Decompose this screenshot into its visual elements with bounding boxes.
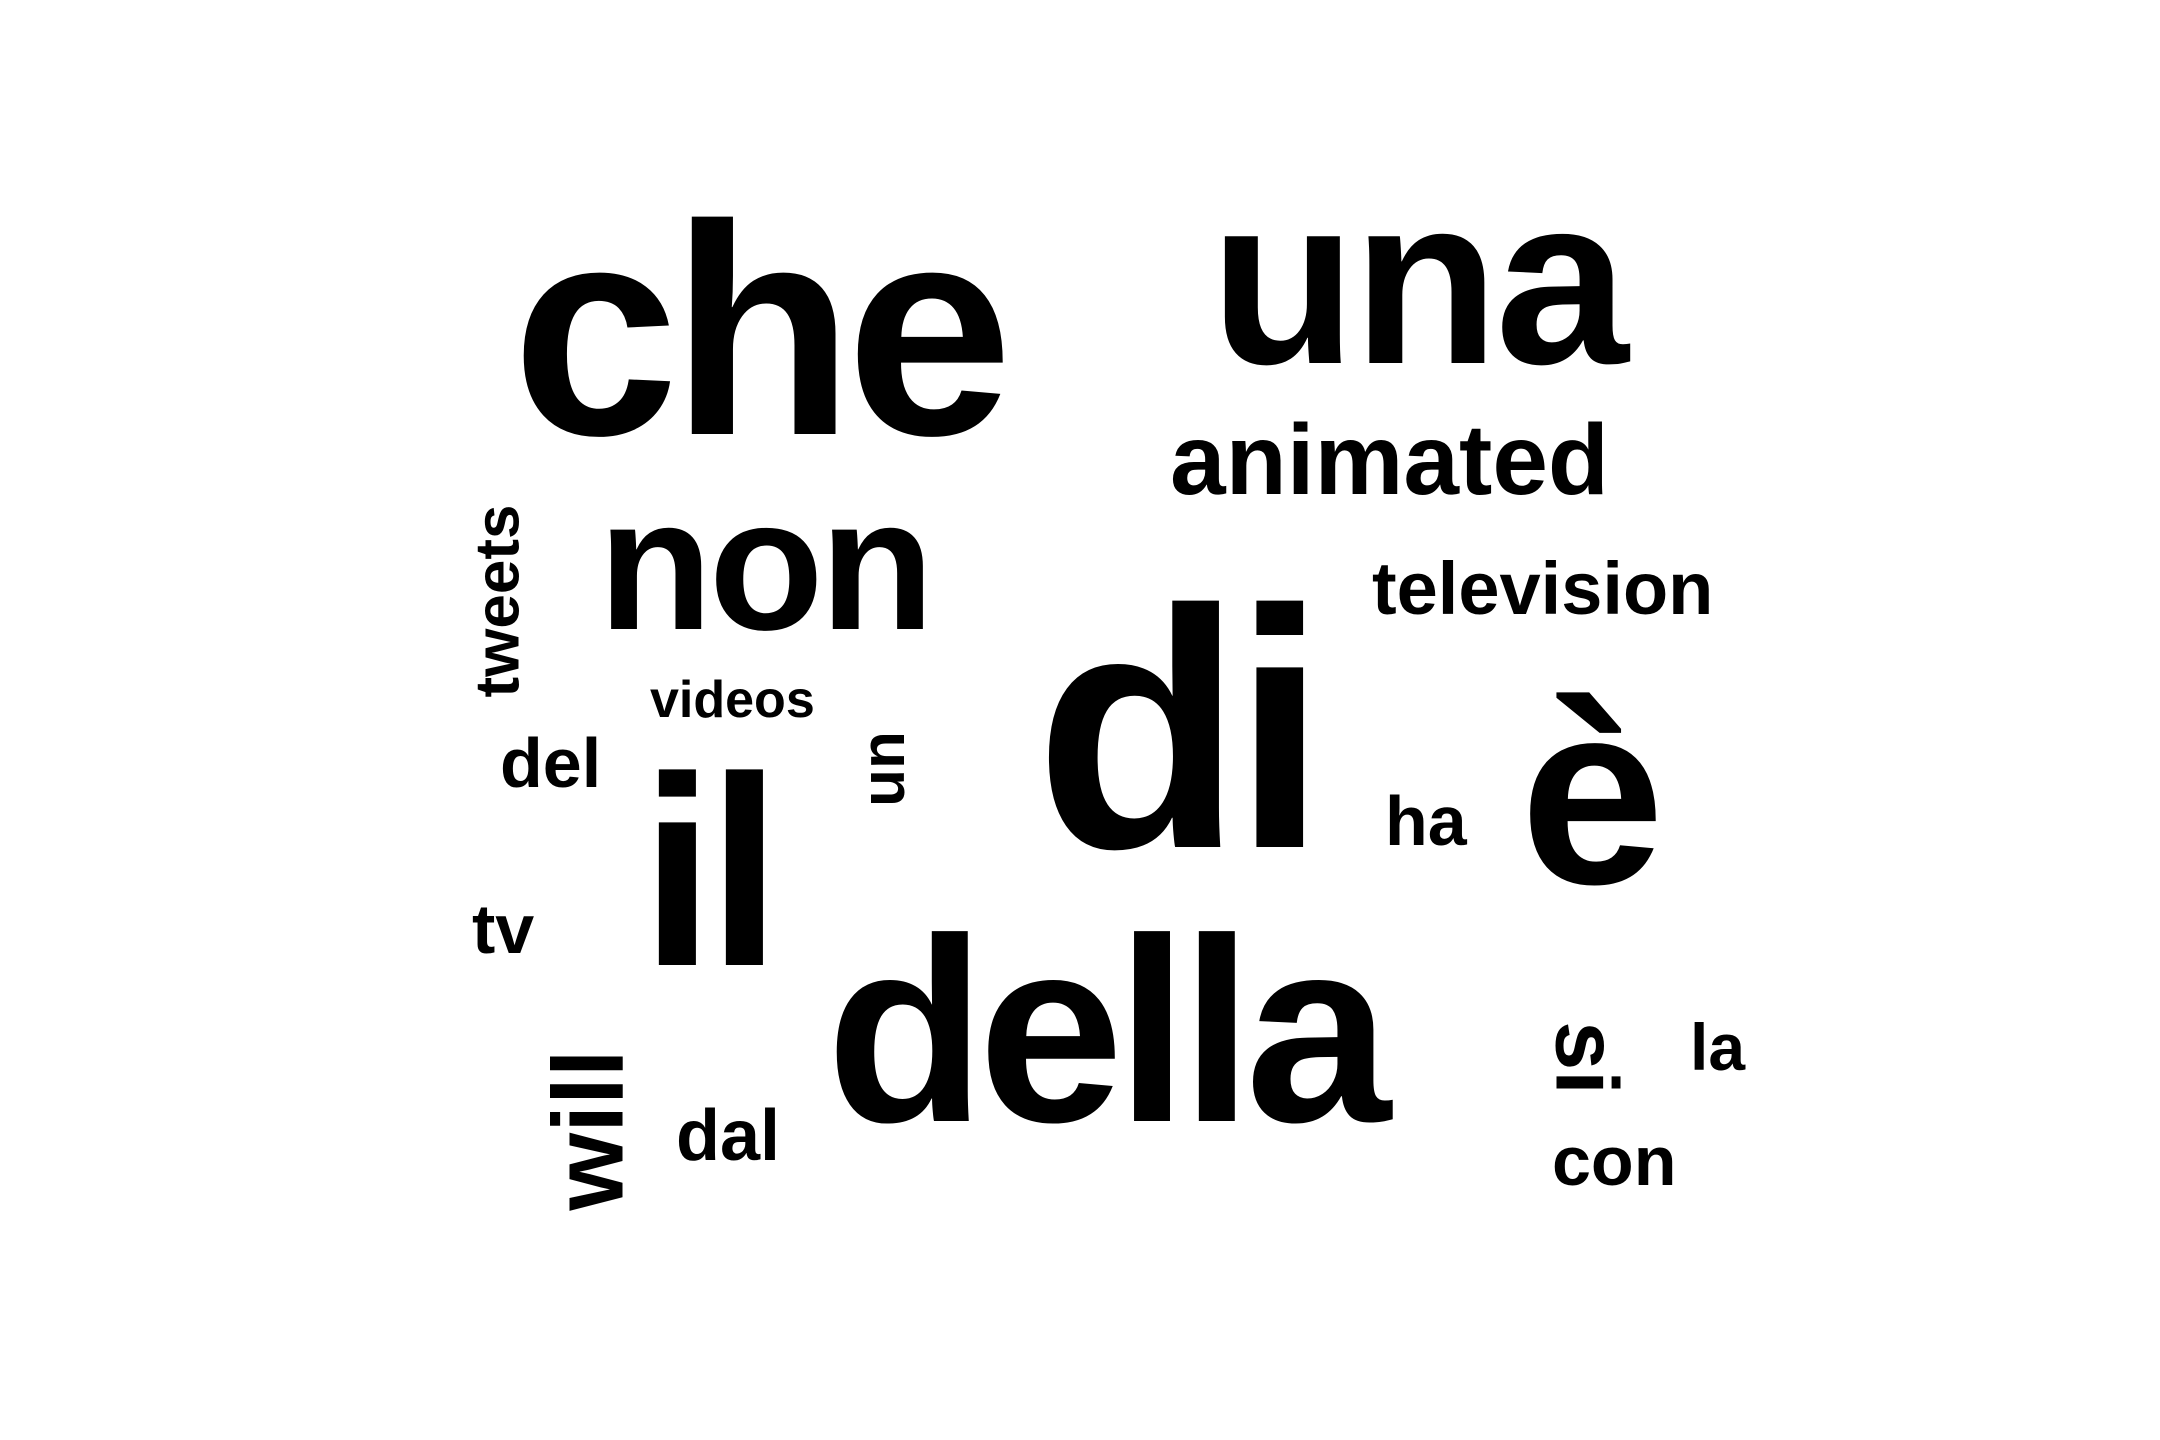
word-television: television — [1372, 547, 1714, 630]
word-will: will — [532, 1049, 645, 1211]
word-dal: dal — [676, 1096, 781, 1176]
word-non: non — [598, 459, 935, 669]
word-che: che — [512, 162, 1013, 498]
word-di: di — [1035, 540, 1327, 920]
word-tweets: tweets — [463, 504, 533, 698]
word-il: il — [640, 722, 782, 1023]
word-del: del — [500, 724, 602, 802]
word-una: una — [1210, 146, 1629, 414]
word-della: della — [826, 884, 1391, 1177]
word-un: un — [856, 731, 926, 807]
word-videos: videos — [650, 671, 815, 729]
word-la: la — [1690, 1010, 1746, 1084]
word-con: con — [1552, 1122, 1677, 1200]
word-animated: animated — [1170, 404, 1610, 516]
word-tv: tv — [472, 890, 535, 968]
word-si: si — [1537, 1021, 1637, 1095]
word-e-grave: è — [1520, 649, 1665, 939]
word-ha: ha — [1385, 782, 1467, 860]
